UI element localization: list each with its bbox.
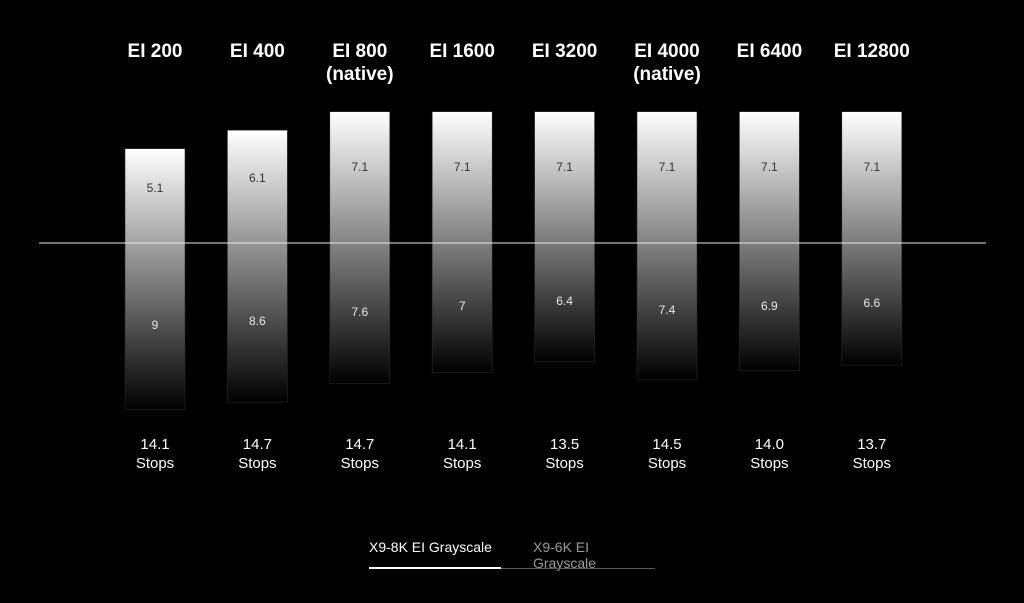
- value-label-top: 6.1: [249, 170, 266, 185]
- ei-category-label: EI 200: [100, 40, 210, 63]
- value-label-bottom: 8.6: [249, 313, 266, 328]
- dynamic-range-bar: [329, 111, 391, 384]
- tab-underline-active: [369, 567, 501, 569]
- dynamic-range-bar: [739, 111, 800, 371]
- ei-native-label: (native): [326, 64, 394, 85]
- total-stops-value: 14.5: [652, 436, 682, 453]
- ei-category-label: EI 400: [202, 40, 312, 63]
- ei-category-label: EI 4000 (native): [612, 40, 722, 86]
- total-stops-value: 14.7: [345, 436, 375, 453]
- total-stops-label: 13.7 Stops: [817, 435, 927, 473]
- total-stops-unit: Stops: [238, 455, 277, 472]
- ei-category-name: EI 400: [229, 41, 285, 62]
- value-label-bottom: 7: [458, 299, 466, 314]
- ei-category-name: EI 200: [127, 41, 183, 62]
- ei-category-name: EI 3200: [531, 41, 598, 62]
- tab-x9-6k[interactable]: X9-6K EI Grayscale: [533, 539, 597, 571]
- value-label-top: 7.1: [556, 159, 573, 174]
- total-stops-value: 14.1: [140, 436, 170, 453]
- ei-category-name: EI 1600: [429, 41, 495, 62]
- tab-x9-8k[interactable]: X9-8K EI Grayscale: [369, 539, 492, 555]
- total-stops-unit: Stops: [135, 455, 175, 472]
- total-stops-label: 13.5 Stops: [510, 435, 620, 473]
- tab-underline-track: [369, 568, 655, 569]
- ei-category-name: EI 4000: [634, 41, 700, 62]
- total-stops-label: 14.7 Stops: [305, 435, 415, 473]
- total-stops-label: 14.5 Stops: [612, 435, 722, 473]
- value-label-bottom: 6.6: [863, 295, 881, 310]
- total-stops-unit: Stops: [545, 455, 584, 472]
- value-label-top: 7.1: [658, 159, 676, 174]
- total-stops-label: 14.1 Stops: [407, 435, 517, 473]
- value-label-top: 7.1: [351, 159, 369, 174]
- value-label-bottom: 9: [151, 317, 159, 332]
- sensor-tabs: X9-8K EI Grayscale X9-6K EI Grayscale: [369, 539, 655, 571]
- total-stops-value: 13.5: [549, 436, 580, 453]
- value-label-top: 7.1: [453, 159, 471, 174]
- total-stops-label: 14.7 Stops: [202, 435, 312, 473]
- ei-category-label: EI 6400: [714, 40, 824, 63]
- value-label-top: 7.1: [863, 159, 881, 174]
- value-label-bottom: 7.4: [658, 303, 676, 318]
- total-stops-value: 14.0: [754, 436, 784, 453]
- value-label-top: 5.1: [146, 181, 164, 196]
- ei-category-label: EI 12800: [817, 40, 927, 63]
- dynamic-range-bar: [124, 148, 186, 410]
- total-stops-unit: Stops: [340, 455, 379, 472]
- ei-category-name: EI 6400: [736, 41, 803, 62]
- value-label-bottom: 7.6: [351, 304, 369, 319]
- dynamic-range-bar: [841, 111, 903, 366]
- ei-category-label: EI 3200: [510, 40, 620, 63]
- value-label-top: 7.1: [761, 159, 778, 174]
- dynamic-range-bar: [227, 129, 288, 403]
- value-label-bottom: 6.4: [556, 294, 573, 309]
- ei-category-label: EI 800 (native): [305, 40, 415, 86]
- ei-category-name: EI 12800: [833, 41, 910, 62]
- total-stops-value: 14.7: [242, 436, 272, 453]
- total-stops-value: 13.7: [857, 436, 887, 453]
- dynamic-range-bar: [431, 111, 493, 373]
- total-stops-unit: Stops: [750, 455, 789, 472]
- ei-category-name: EI 800: [332, 41, 388, 62]
- total-stops-label: 14.0 Stops: [714, 435, 824, 473]
- dynamic-range-bar: [636, 111, 698, 381]
- total-stops-unit: Stops: [443, 455, 482, 472]
- value-label-bottom: 6.9: [761, 298, 778, 313]
- ei-category-label: EI 1600: [407, 40, 517, 63]
- total-stops-unit: Stops: [852, 455, 891, 472]
- total-stops-unit: Stops: [647, 455, 687, 472]
- ei-native-label: (native): [633, 64, 701, 85]
- total-stops-label: 14.1 Stops: [100, 435, 210, 473]
- total-stops-value: 14.1: [447, 436, 477, 453]
- dynamic-range-bar: [534, 111, 595, 362]
